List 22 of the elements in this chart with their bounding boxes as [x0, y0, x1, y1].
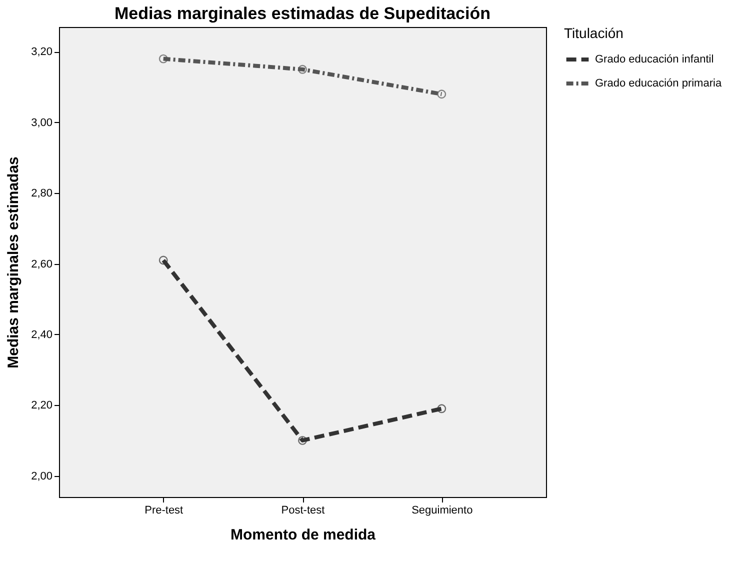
point — [298, 64, 307, 74]
y-tick-label: 2,40 — [31, 328, 52, 341]
x-tick-label: Post-test — [281, 504, 325, 516]
y-tick-label: 3,20 — [31, 46, 52, 58]
point — [437, 90, 446, 99]
y-tick-label: 2,60 — [31, 258, 52, 270]
y-tick-label: 2,80 — [31, 188, 52, 200]
legend-title: Titulación — [564, 25, 624, 41]
y-tick-label: 3,00 — [31, 116, 52, 129]
point — [437, 404, 446, 414]
legend-label: Grado educación infantil — [595, 54, 714, 66]
y-tick-label: 2,20 — [31, 400, 52, 412]
point — [298, 436, 307, 445]
y-axis-title: Medias marginales estimadas — [5, 156, 22, 368]
point — [158, 54, 168, 64]
y-tick-label: 2,00 — [31, 470, 52, 482]
x-axis-title: Momento de medida — [230, 526, 376, 544]
x-tick-label: Seguimiento — [412, 504, 473, 516]
legend-label: Grado educación primaria — [595, 78, 722, 90]
x-tick-label: Pre-test — [144, 504, 184, 516]
chart-title: Medias marginales estimadas de Supeditación — [114, 4, 491, 23]
point — [158, 256, 168, 265]
